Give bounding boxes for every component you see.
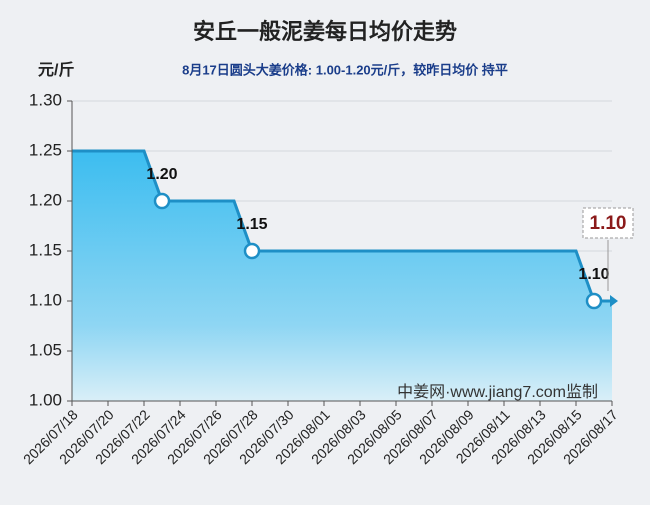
watermark: 中姜网·www.jiang7.com监制 (397, 383, 598, 401)
point (243, 242, 261, 260)
y-tick-label: 1.00 (29, 390, 62, 409)
point (585, 292, 603, 310)
y-unit: 元/斤 (38, 61, 74, 79)
value-label: 1.15 (236, 216, 267, 233)
chart-title: 安丘一般泥姜每日均价走势 (193, 19, 457, 44)
y-tick-label: 1.20 (29, 190, 62, 209)
y-tick-label: 1.25 (29, 140, 62, 159)
subtitle: 8月17日圆头大姜价格: 1.00-1.20元/斤，较昨日均价 持平 (182, 62, 508, 77)
value-label: 1.10 (578, 266, 609, 283)
callout-box (582, 207, 634, 239)
arrow-head (610, 295, 618, 307)
y-tick-label: 1.15 (29, 240, 62, 259)
y-tick-label: 1.30 (29, 90, 62, 109)
y-tick-label: 1.10 (29, 290, 62, 309)
latest-label: 1.10 (590, 213, 627, 234)
y-tick-label: 1.05 (29, 340, 62, 359)
value-label: 1.20 (146, 166, 177, 183)
point (153, 192, 171, 210)
area (72, 151, 612, 401)
